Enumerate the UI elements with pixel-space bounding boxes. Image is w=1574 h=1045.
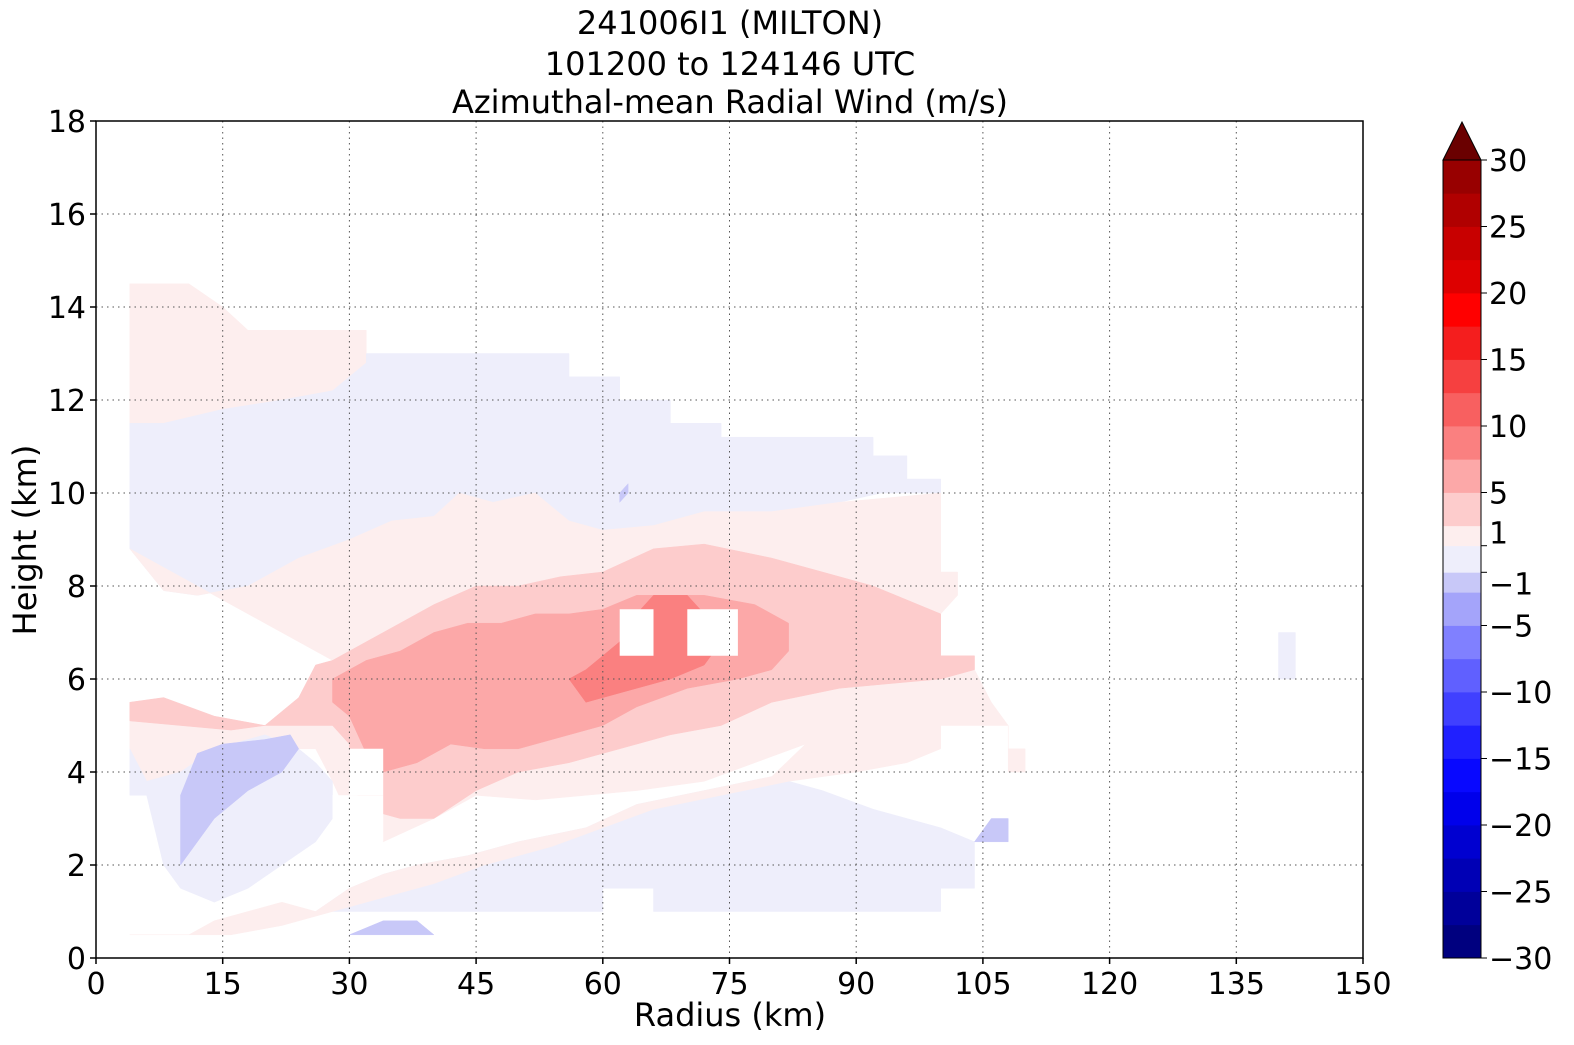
colorbar-segment bbox=[1443, 625, 1481, 660]
colorbar-tick-label: −20 bbox=[1489, 809, 1552, 844]
y-tick-label: 14 bbox=[48, 291, 86, 326]
contour-region-10 bbox=[349, 920, 435, 936]
colorbar-segment bbox=[1443, 924, 1481, 959]
x-tick-label: 30 bbox=[330, 967, 368, 1002]
y-tick-label: 16 bbox=[48, 198, 86, 233]
colorbar-segment bbox=[1443, 426, 1481, 460]
x-tick-label: 15 bbox=[204, 967, 242, 1002]
x-tick-label: 120 bbox=[1081, 967, 1138, 1002]
y-axis-label: Height (km) bbox=[6, 445, 44, 636]
colorbar-segment bbox=[1443, 492, 1481, 527]
plot-area: 0 15 30 45 60 75 90 105 120 135 150 0 2 4 6 8 10 12 14 16 1… bbox=[48, 105, 1392, 1002]
colorbar-segment bbox=[1443, 259, 1481, 294]
title-line-2: 101200 to 124146 UTC bbox=[545, 45, 915, 83]
colorbar-segment bbox=[1443, 545, 1481, 573]
y-tick-label: 2 bbox=[67, 849, 86, 884]
colorbar-frame bbox=[1442, 159, 1482, 959]
colorbar-tick-label: 1 bbox=[1489, 517, 1508, 552]
missing-region-2 bbox=[687, 609, 738, 656]
title-line-3: Azimuthal-mean Radial Wind (m/s) bbox=[452, 83, 1008, 121]
colorbar-segment bbox=[1443, 392, 1481, 427]
colorbar-tick-label: 10 bbox=[1489, 410, 1527, 445]
colorbar-segment bbox=[1443, 326, 1481, 360]
colorbar-tick-label: −15 bbox=[1489, 743, 1552, 778]
y-tick-label: 6 bbox=[67, 663, 86, 698]
colorbar-segment bbox=[1443, 791, 1481, 826]
x-tick-label: 45 bbox=[457, 967, 495, 1002]
x-tick-label: 60 bbox=[584, 967, 622, 1002]
contour-region-11 bbox=[974, 818, 1009, 843]
colorbar-tick-label: −30 bbox=[1489, 942, 1552, 977]
colorbar-segment bbox=[1443, 725, 1481, 759]
x-tick-label: 150 bbox=[1334, 967, 1391, 1002]
colorbar-tick-label: 5 bbox=[1489, 477, 1508, 512]
y-tick-label: 0 bbox=[67, 942, 86, 977]
x-axis-ticks: 0 15 30 45 60 75 90 105 120 135 150 bbox=[86, 958, 1392, 1002]
colorbar-tick-label: −10 bbox=[1489, 676, 1552, 711]
colorbar-segment bbox=[1443, 572, 1481, 593]
title-line-1: 241006I1 (MILTON) bbox=[577, 4, 883, 42]
missing-region-4 bbox=[332, 795, 384, 842]
colorbar-segment bbox=[1443, 825, 1481, 859]
y-tick-label: 10 bbox=[48, 477, 86, 512]
x-tick-label: 75 bbox=[710, 967, 748, 1002]
colorbar-segment bbox=[1443, 758, 1481, 793]
colorbar-tick-label: 30 bbox=[1489, 144, 1527, 179]
y-tick-label: 12 bbox=[48, 384, 86, 419]
grid-lines bbox=[96, 121, 1363, 958]
x-tick-label: 0 bbox=[86, 967, 105, 1002]
contour-region-13 bbox=[1278, 632, 1296, 680]
colorbar-segment bbox=[1443, 592, 1481, 626]
colorbar-segment bbox=[1443, 692, 1481, 726]
colorbar-tick-label: −5 bbox=[1489, 610, 1533, 645]
colorbar-tick-label: −25 bbox=[1489, 876, 1552, 911]
colorbar-segment bbox=[1443, 658, 1481, 693]
x-axis-label: Radius (km) bbox=[634, 996, 826, 1034]
y-axis-ticks: 0 2 4 6 8 10 12 14 16 18 bbox=[48, 105, 96, 977]
chart-title: 241006I1 (MILTON) 101200 to 124146 UTC A… bbox=[452, 4, 1008, 121]
colorbar-tick-label: 20 bbox=[1489, 277, 1527, 312]
x-tick-label: 135 bbox=[1208, 967, 1265, 1002]
colorbar-segment bbox=[1443, 459, 1481, 493]
contour-region-12 bbox=[619, 483, 629, 503]
missing-region-1 bbox=[619, 609, 654, 656]
x-tick-label: 90 bbox=[837, 967, 875, 1002]
y-tick-label: 4 bbox=[67, 756, 86, 791]
colorbar-segment bbox=[1443, 891, 1481, 926]
colorbar-tick-label: 25 bbox=[1489, 211, 1527, 246]
y-tick-label: 8 bbox=[67, 570, 86, 605]
y-tick-label: 18 bbox=[48, 105, 86, 140]
colorbar-segment bbox=[1443, 293, 1481, 327]
contour-region-9 bbox=[180, 734, 299, 866]
colorbar-extend-arrow bbox=[1442, 120, 1482, 161]
contour-region-5 bbox=[129, 725, 941, 936]
colorbar-tick-label: −1 bbox=[1489, 567, 1533, 602]
colorbar-segment bbox=[1443, 359, 1481, 394]
colorbar-tick-label: 15 bbox=[1489, 344, 1527, 379]
colorbar-segment bbox=[1443, 525, 1481, 547]
colorbar-segment bbox=[1443, 226, 1481, 261]
colorbar-segment bbox=[1443, 193, 1481, 227]
colorbar-segment bbox=[1443, 858, 1481, 892]
x-tick-label: 105 bbox=[954, 967, 1011, 1002]
colorbar-segment bbox=[1443, 160, 1481, 194]
